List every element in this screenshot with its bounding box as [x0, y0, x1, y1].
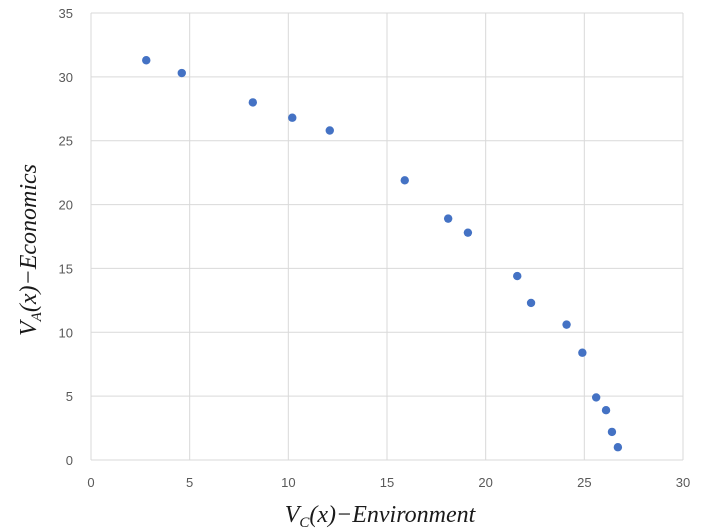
data-point — [578, 348, 587, 357]
data-point — [526, 298, 536, 308]
data-point — [288, 113, 297, 122]
x-axis-title: VC(x)−Environment — [285, 502, 477, 529]
data-point — [177, 68, 186, 78]
data-point — [443, 214, 453, 223]
y-axis-title-main: V — [16, 319, 42, 336]
y-axis-title: VA(x)−Economics — [16, 164, 45, 336]
y-axis-title-subscript: A — [29, 311, 45, 322]
tick-labels: 0 5 10 15 20 25 30 35 0 5 10 15 20 25 30 — [59, 6, 691, 490]
data-point — [513, 271, 522, 281]
data-point — [601, 405, 611, 415]
data-points — [142, 56, 623, 452]
y-tick-label: 15 — [59, 261, 73, 276]
y-tick-label: 25 — [59, 134, 73, 149]
y-tick-label: 30 — [59, 70, 73, 85]
x-tick-label: 30 — [676, 475, 690, 490]
x-tick-label: 20 — [478, 475, 492, 490]
x-tick-label: 5 — [186, 475, 193, 490]
y-tick-label: 35 — [59, 6, 73, 21]
x-tick-label: 15 — [380, 475, 394, 490]
data-point — [607, 427, 617, 437]
data-point — [400, 176, 409, 185]
x-tick-label: 0 — [87, 475, 94, 490]
data-point — [142, 56, 151, 65]
x-axis-title-rest: (x)−Environment — [309, 502, 476, 528]
y-tick-label: 10 — [59, 325, 73, 340]
data-point — [325, 126, 334, 135]
grid-lines — [90, 12, 684, 461]
data-point — [463, 228, 473, 237]
y-tick-label: 0 — [66, 453, 73, 468]
y-tick-label: 20 — [59, 198, 73, 213]
y-tick-label: 5 — [66, 389, 73, 404]
data-point — [562, 320, 571, 329]
data-point — [613, 443, 623, 452]
x-axis-title-main: V — [285, 502, 302, 528]
data-point — [248, 98, 258, 107]
data-point — [591, 393, 601, 402]
x-tick-label: 10 — [281, 475, 295, 490]
x-tick-label: 25 — [577, 475, 591, 490]
y-axis-title-rest: (x)−Economics — [16, 164, 42, 312]
x-axis-title-subscript: C — [299, 515, 310, 529]
